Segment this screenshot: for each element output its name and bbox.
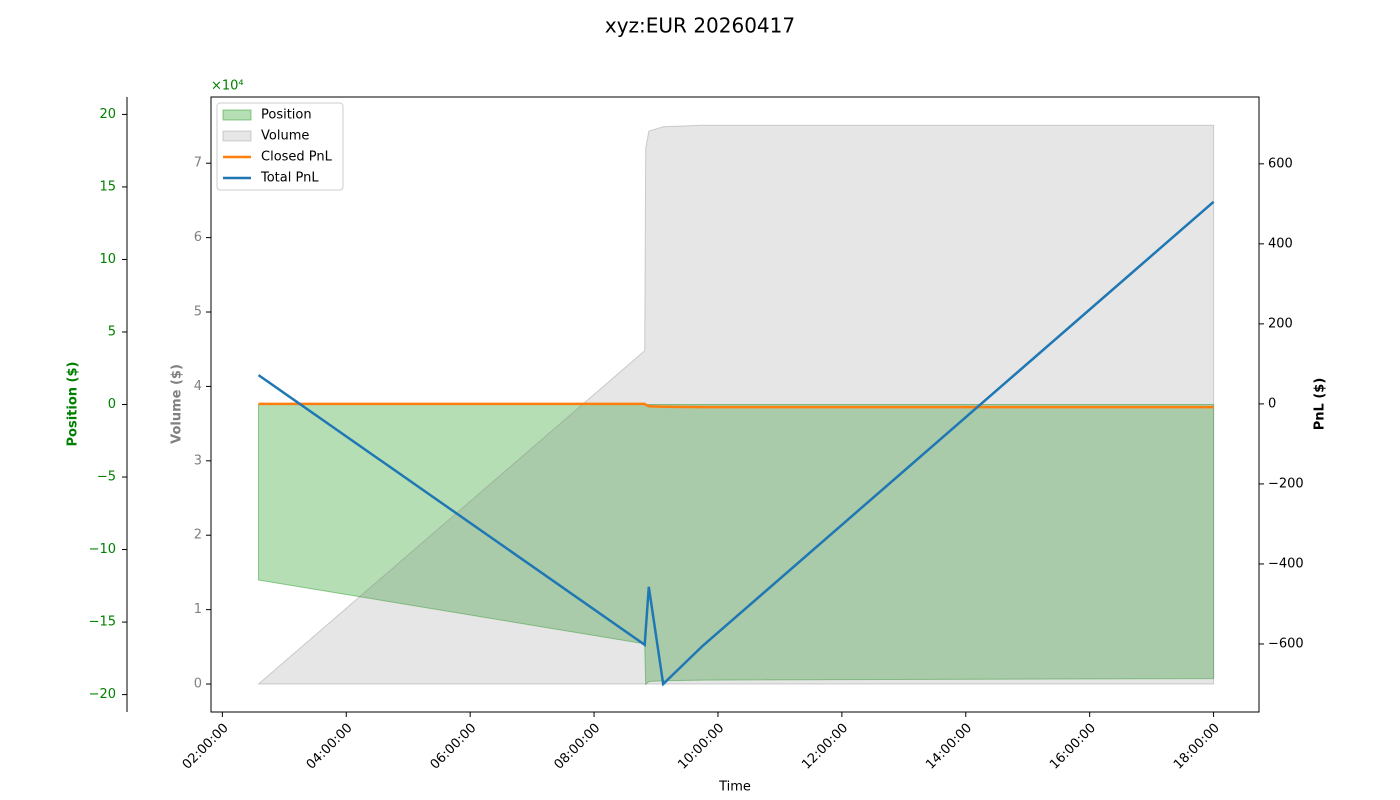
legend-label: Volume (261, 129, 309, 144)
legend-box (216, 102, 344, 191)
y2-tick-label: 400 (1268, 236, 1293, 251)
line (258, 402, 1214, 409)
y3-tick-label: 0 (108, 397, 116, 412)
chart-title: xyz:EUR 20260417 (605, 14, 795, 38)
y3-tick-label: −5 (97, 470, 116, 485)
x-tick-label: 14:00:00 (923, 721, 975, 773)
legend-label: Position (261, 108, 312, 123)
x-tick-label: 16:00:00 (1047, 721, 1099, 773)
line (257, 200, 1215, 687)
x-tick-label: 10:00:00 (675, 721, 727, 773)
y3-axis-label: Position ($) (66, 362, 81, 447)
legend-label: Total PnL (260, 171, 319, 186)
plot-frame (210, 96, 1260, 713)
y-offset-label: ×10⁴ (211, 79, 244, 94)
y-tick-label: 4 (194, 379, 202, 394)
y3-tick-label: −15 (89, 615, 116, 630)
x-tick-label: 12:00:00 (799, 721, 851, 773)
y3-tick-label: −10 (89, 542, 116, 557)
y2-tick-label: −200 (1268, 476, 1304, 491)
x-tick-label: 08:00:00 (551, 721, 603, 773)
y-tick-label: 1 (194, 602, 202, 617)
y2-tick-label: −600 (1268, 636, 1304, 651)
y-tick-label: 0 (194, 677, 202, 692)
legend-label: Closed PnL (261, 150, 333, 165)
y2-tick-label: 0 (1268, 396, 1276, 411)
area (257, 124, 1215, 685)
x-tick-label: 02:00:00 (180, 721, 232, 773)
y2-axis-label: PnL ($) (1313, 378, 1328, 431)
y3-tick-label: 20 (99, 107, 116, 122)
y2-tick-label: 600 (1268, 156, 1293, 171)
area (258, 404, 1215, 686)
legend: Position Volume Closed PnL Total PnL (216, 102, 344, 191)
x-tick-label: 18:00:00 (1171, 721, 1223, 773)
y-tick-label: 3 (194, 453, 202, 468)
y-tick-label: 7 (194, 156, 202, 171)
y-axis-label: Volume ($) (170, 364, 185, 444)
y3-tick-label: 15 (99, 179, 116, 194)
y3-tick-label: 5 (108, 324, 116, 339)
y-tick-label: 2 (194, 528, 202, 543)
legend-swatch (222, 130, 252, 142)
y-tick-label: 6 (194, 230, 202, 245)
legend-swatch (222, 109, 252, 121)
y2-tick-label: −400 (1268, 556, 1304, 571)
y-tick-label: 5 (194, 305, 202, 320)
x-tick-label: 04:00:00 (304, 721, 356, 773)
y2-tick-label: 200 (1268, 316, 1293, 331)
y3-tick-label: −20 (89, 687, 116, 702)
x-tick-label: 06:00:00 (428, 721, 480, 773)
x-axis-label: Time (718, 780, 751, 795)
y3-tick-label: 10 (99, 252, 116, 267)
